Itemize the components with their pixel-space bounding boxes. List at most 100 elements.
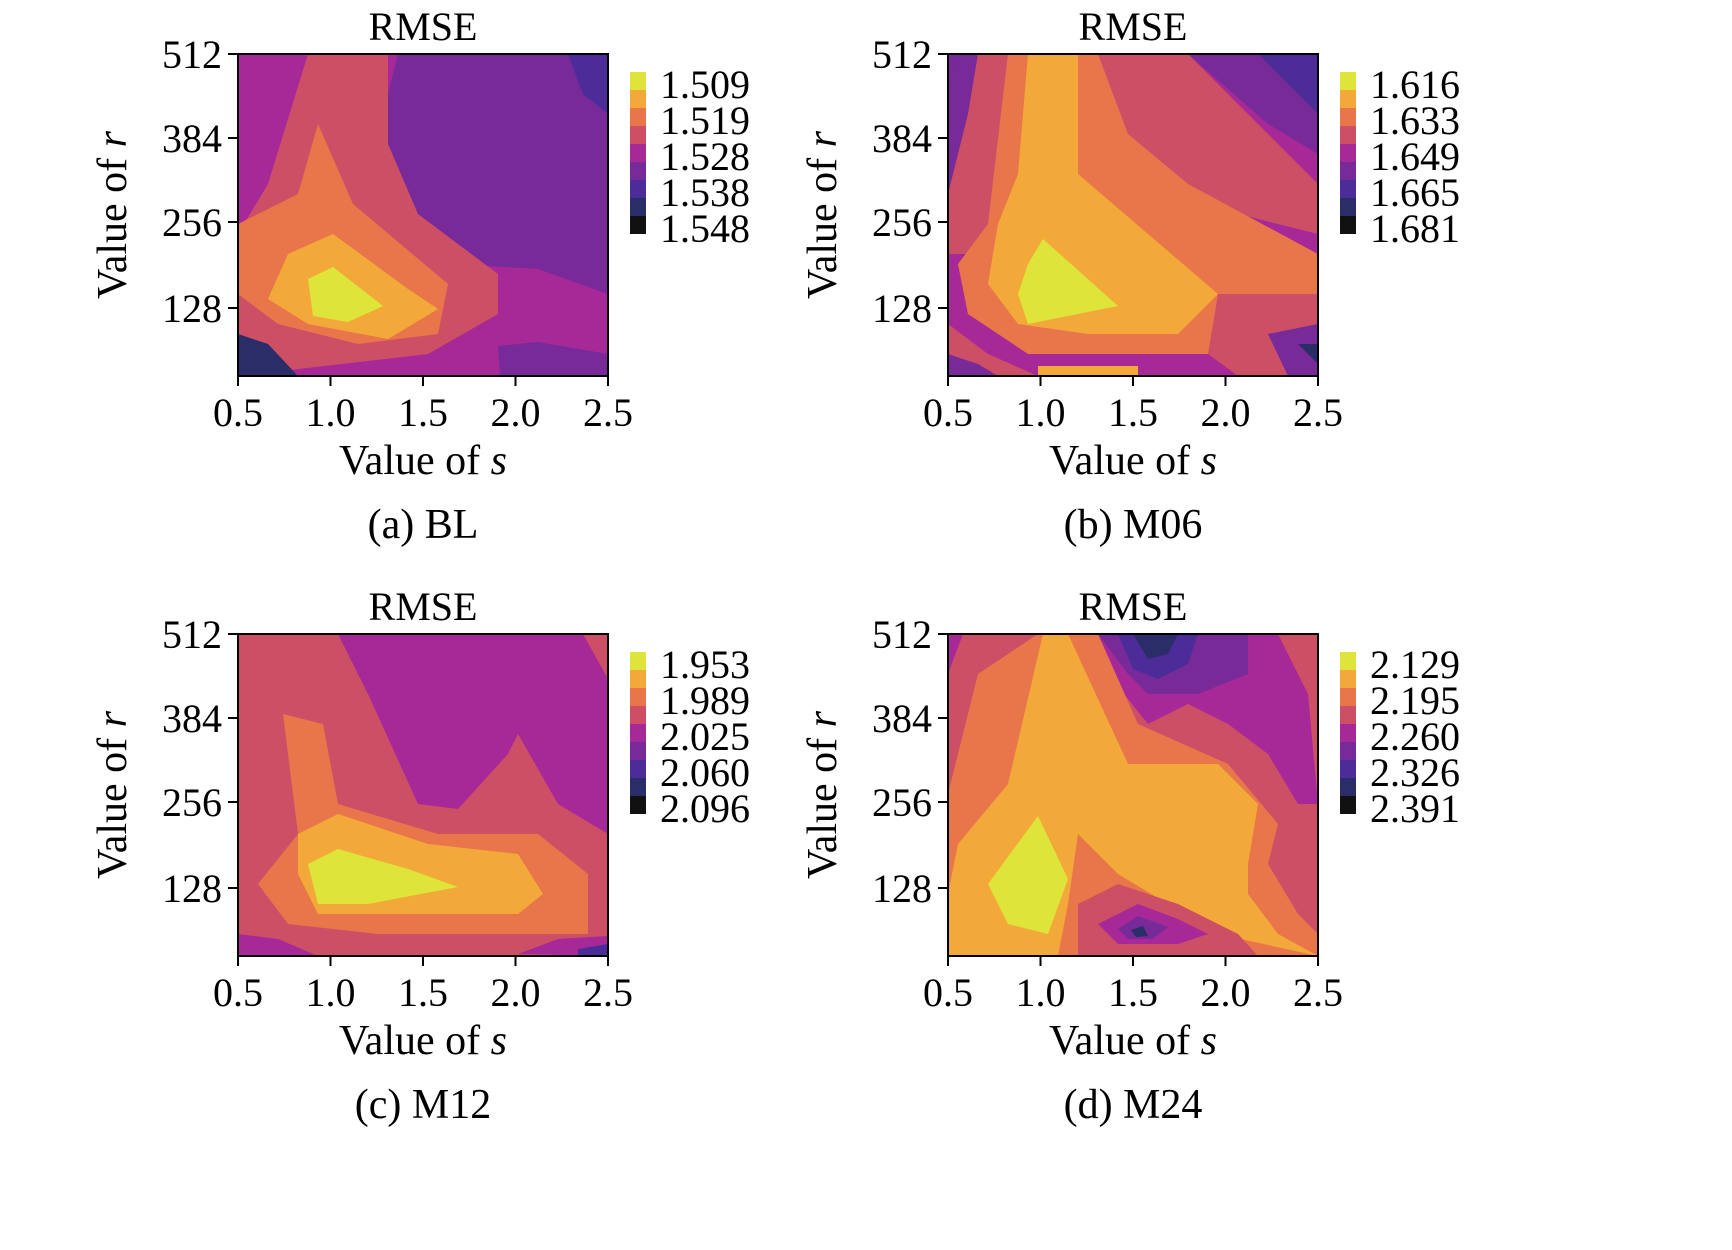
contour-band-bottom-right-dark [1298,344,1318,364]
y-tick-label: 256 [162,200,222,245]
colorbar-label: 1.616 [1370,62,1460,107]
colorbar-swatch [630,162,646,180]
x-tick-label: 1.5 [1108,970,1158,1015]
colorbar: 1.616 1.633 1.649 1.665 1.681 [1340,62,1460,251]
contour-band-top-left-purple [948,634,963,674]
panel-a: RMSE 0.5 1.0 1.5 2.0 2.5 Value of s [90,4,750,548]
heatmap-plot-area [948,634,1318,956]
x-tick-label: 0.5 [213,390,263,435]
contour-band-yellow [308,267,383,322]
x-tick-label: 2.0 [1201,390,1251,435]
chart-title: RMSE [369,584,478,629]
contour-band-top-right-purple [1188,54,1318,154]
colorbar-swatch [1340,670,1356,688]
x-tick-label: 1.5 [398,970,448,1015]
y-tick-label: 256 [872,780,932,825]
colorbar-swatch [630,706,646,724]
colorbar-swatch [1340,742,1356,760]
x-axis-label: Value of s [1049,438,1217,484]
y-axis: 512 384 256 128 Value of r [800,32,948,331]
colorbar-swatch [630,90,646,108]
x-tick-label: 0.5 [923,970,973,1015]
colorbar-swatch [630,108,646,126]
contour-band-bottom-purple [238,934,318,956]
y-tick-label: 512 [162,612,222,657]
colorbar-label: 1.953 [660,642,750,687]
chart-title: RMSE [369,4,478,49]
x-axis-label: Value of s [339,438,507,484]
contour-band-bottom-right-dark [578,944,608,956]
x-tick-label: 2.5 [583,390,633,435]
y-tick-label: 512 [162,32,222,77]
colorbar-label: 2.195 [1370,678,1460,723]
panel-b: RMSE 0.5 1.0 1.5 [800,4,1460,548]
contour-band-yellow [988,816,1068,934]
colorbar-swatch [1340,144,1356,162]
colorbar-label: 1.649 [1370,134,1460,179]
x-tick-label: 2.5 [1293,970,1343,1015]
colorbar-swatch [630,796,646,814]
heatmap-plot-area [238,634,608,956]
contour-band-bottom-dark [1131,926,1148,937]
y-tick-label: 128 [162,286,222,331]
x-axis: 0.5 1.0 1.5 2.0 2.5 Value of s [923,956,1343,1064]
y-tick-label: 384 [872,116,932,161]
colorbar-swatch [1340,760,1356,778]
colorbar-swatch [1340,198,1356,216]
colorbar-swatch [630,198,646,216]
x-tick-label: 1.5 [1108,390,1158,435]
colorbar-swatch [630,216,646,234]
colorbar-label: 2.060 [660,750,750,795]
colorbar-swatch [1340,796,1356,814]
x-tick-label: 1.5 [398,390,448,435]
colorbar-swatch [630,778,646,796]
colorbar-label: 2.260 [1370,714,1460,759]
colorbar-swatch [1340,108,1356,126]
colorbar-swatch [630,670,646,688]
y-tick-label: 384 [162,116,222,161]
colorbar-label: 1.509 [660,62,750,107]
x-axis-label: Value of s [1049,1018,1217,1064]
colorbar-label: 2.391 [1370,786,1460,831]
colorbar-label: 1.681 [1370,206,1460,251]
colorbar-label: 1.633 [1370,98,1460,143]
panel-caption: (a) BL [368,502,479,548]
contour-band-top-dark [1133,634,1178,659]
y-tick-label: 128 [872,866,932,911]
heatmap-plot-area [238,54,608,376]
colorbar-swatch [630,652,646,670]
y-tick-label: 128 [872,286,932,331]
x-tick-label: 2.0 [1201,970,1251,1015]
colorbar-label: 2.096 [660,786,750,831]
colorbar-label: 1.519 [660,98,750,143]
chart-title: RMSE [1079,584,1188,629]
colorbar: 2.129 2.195 2.260 2.326 2.391 [1340,642,1460,831]
colorbar: 1.509 1.519 1.528 1.538 1.548 [630,62,750,251]
colorbar-swatch [1340,652,1356,670]
x-axis: 0.5 1.0 1.5 2.0 2.5 Value of s [213,376,633,484]
colorbar-swatch [1340,162,1356,180]
y-tick-label: 256 [162,780,222,825]
panel-c: RMSE 0.5 1.0 1.5 2.0 2.5 Value of s [90,584,750,1128]
colorbar-swatch [630,180,646,198]
contour-band-bottom-strip [1038,366,1138,376]
contour-band-top-purple [1058,634,1318,804]
x-axis: 0.5 1.0 1.5 2.0 2.5 Value of s [923,376,1343,484]
colorbar-swatch [630,724,646,742]
colorbar-label: 1.548 [660,206,750,251]
contour-band-blue [568,54,608,114]
contour-band-bottom-right-purple [1268,324,1318,376]
x-tick-label: 1.0 [306,390,356,435]
panel-caption: (b) M06 [1064,502,1203,548]
colorbar-swatch [1340,706,1356,724]
panel-caption: (d) M24 [1064,1082,1203,1128]
colorbar-label: 1.665 [1370,170,1460,215]
colorbar-label: 1.528 [660,134,750,179]
colorbar: 1.953 1.989 2.025 2.060 2.096 [630,642,750,831]
y-axis-label: Value of r [800,710,846,879]
colorbar-swatch [1340,778,1356,796]
y-axis-label: Value of r [800,130,846,299]
colorbar-swatch [1340,180,1356,198]
contour-band-blue-bottom [498,342,608,376]
